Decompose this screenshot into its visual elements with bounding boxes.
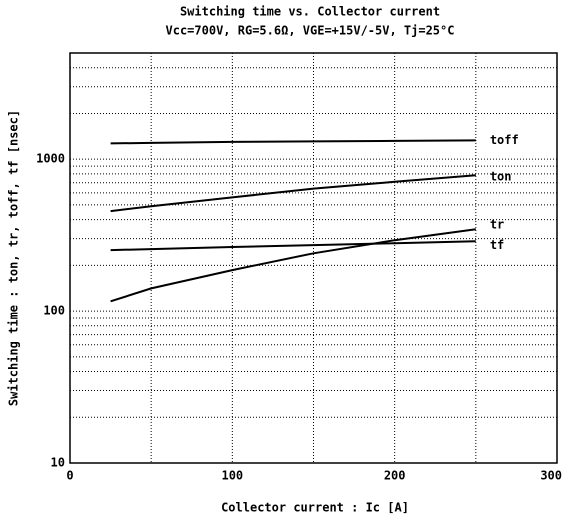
y-axis-label: Switching time : ton, tr, toff, tf [nsec… (7, 110, 21, 406)
series-label: toff (490, 133, 519, 147)
chart-subtitle: Vcc=700V, RG=5.6Ω, VGE=+15V/-5V, Tj=25°C (166, 24, 455, 38)
x-tick-label: 100 (221, 469, 243, 483)
x-tick-label: 300 (540, 469, 562, 483)
series-label: tr (490, 218, 504, 232)
series-line (110, 174, 476, 213)
series-label: tf (490, 238, 504, 252)
series-label: ton (490, 170, 512, 184)
x-tick-label: 200 (384, 469, 406, 483)
plot-frame (69, 52, 558, 464)
x-axis-label: Collector current : Ic [A] (221, 501, 409, 515)
series-line (110, 139, 476, 145)
chart-title: Switching time vs. Collector current (180, 5, 440, 19)
x-tick-label: 0 (66, 469, 73, 483)
series-line (110, 228, 476, 303)
series-line (110, 240, 476, 252)
y-tick-label: 100 (43, 304, 65, 318)
y-tick-label: 10 (51, 456, 65, 470)
y-tick-label: 1000 (36, 152, 65, 166)
